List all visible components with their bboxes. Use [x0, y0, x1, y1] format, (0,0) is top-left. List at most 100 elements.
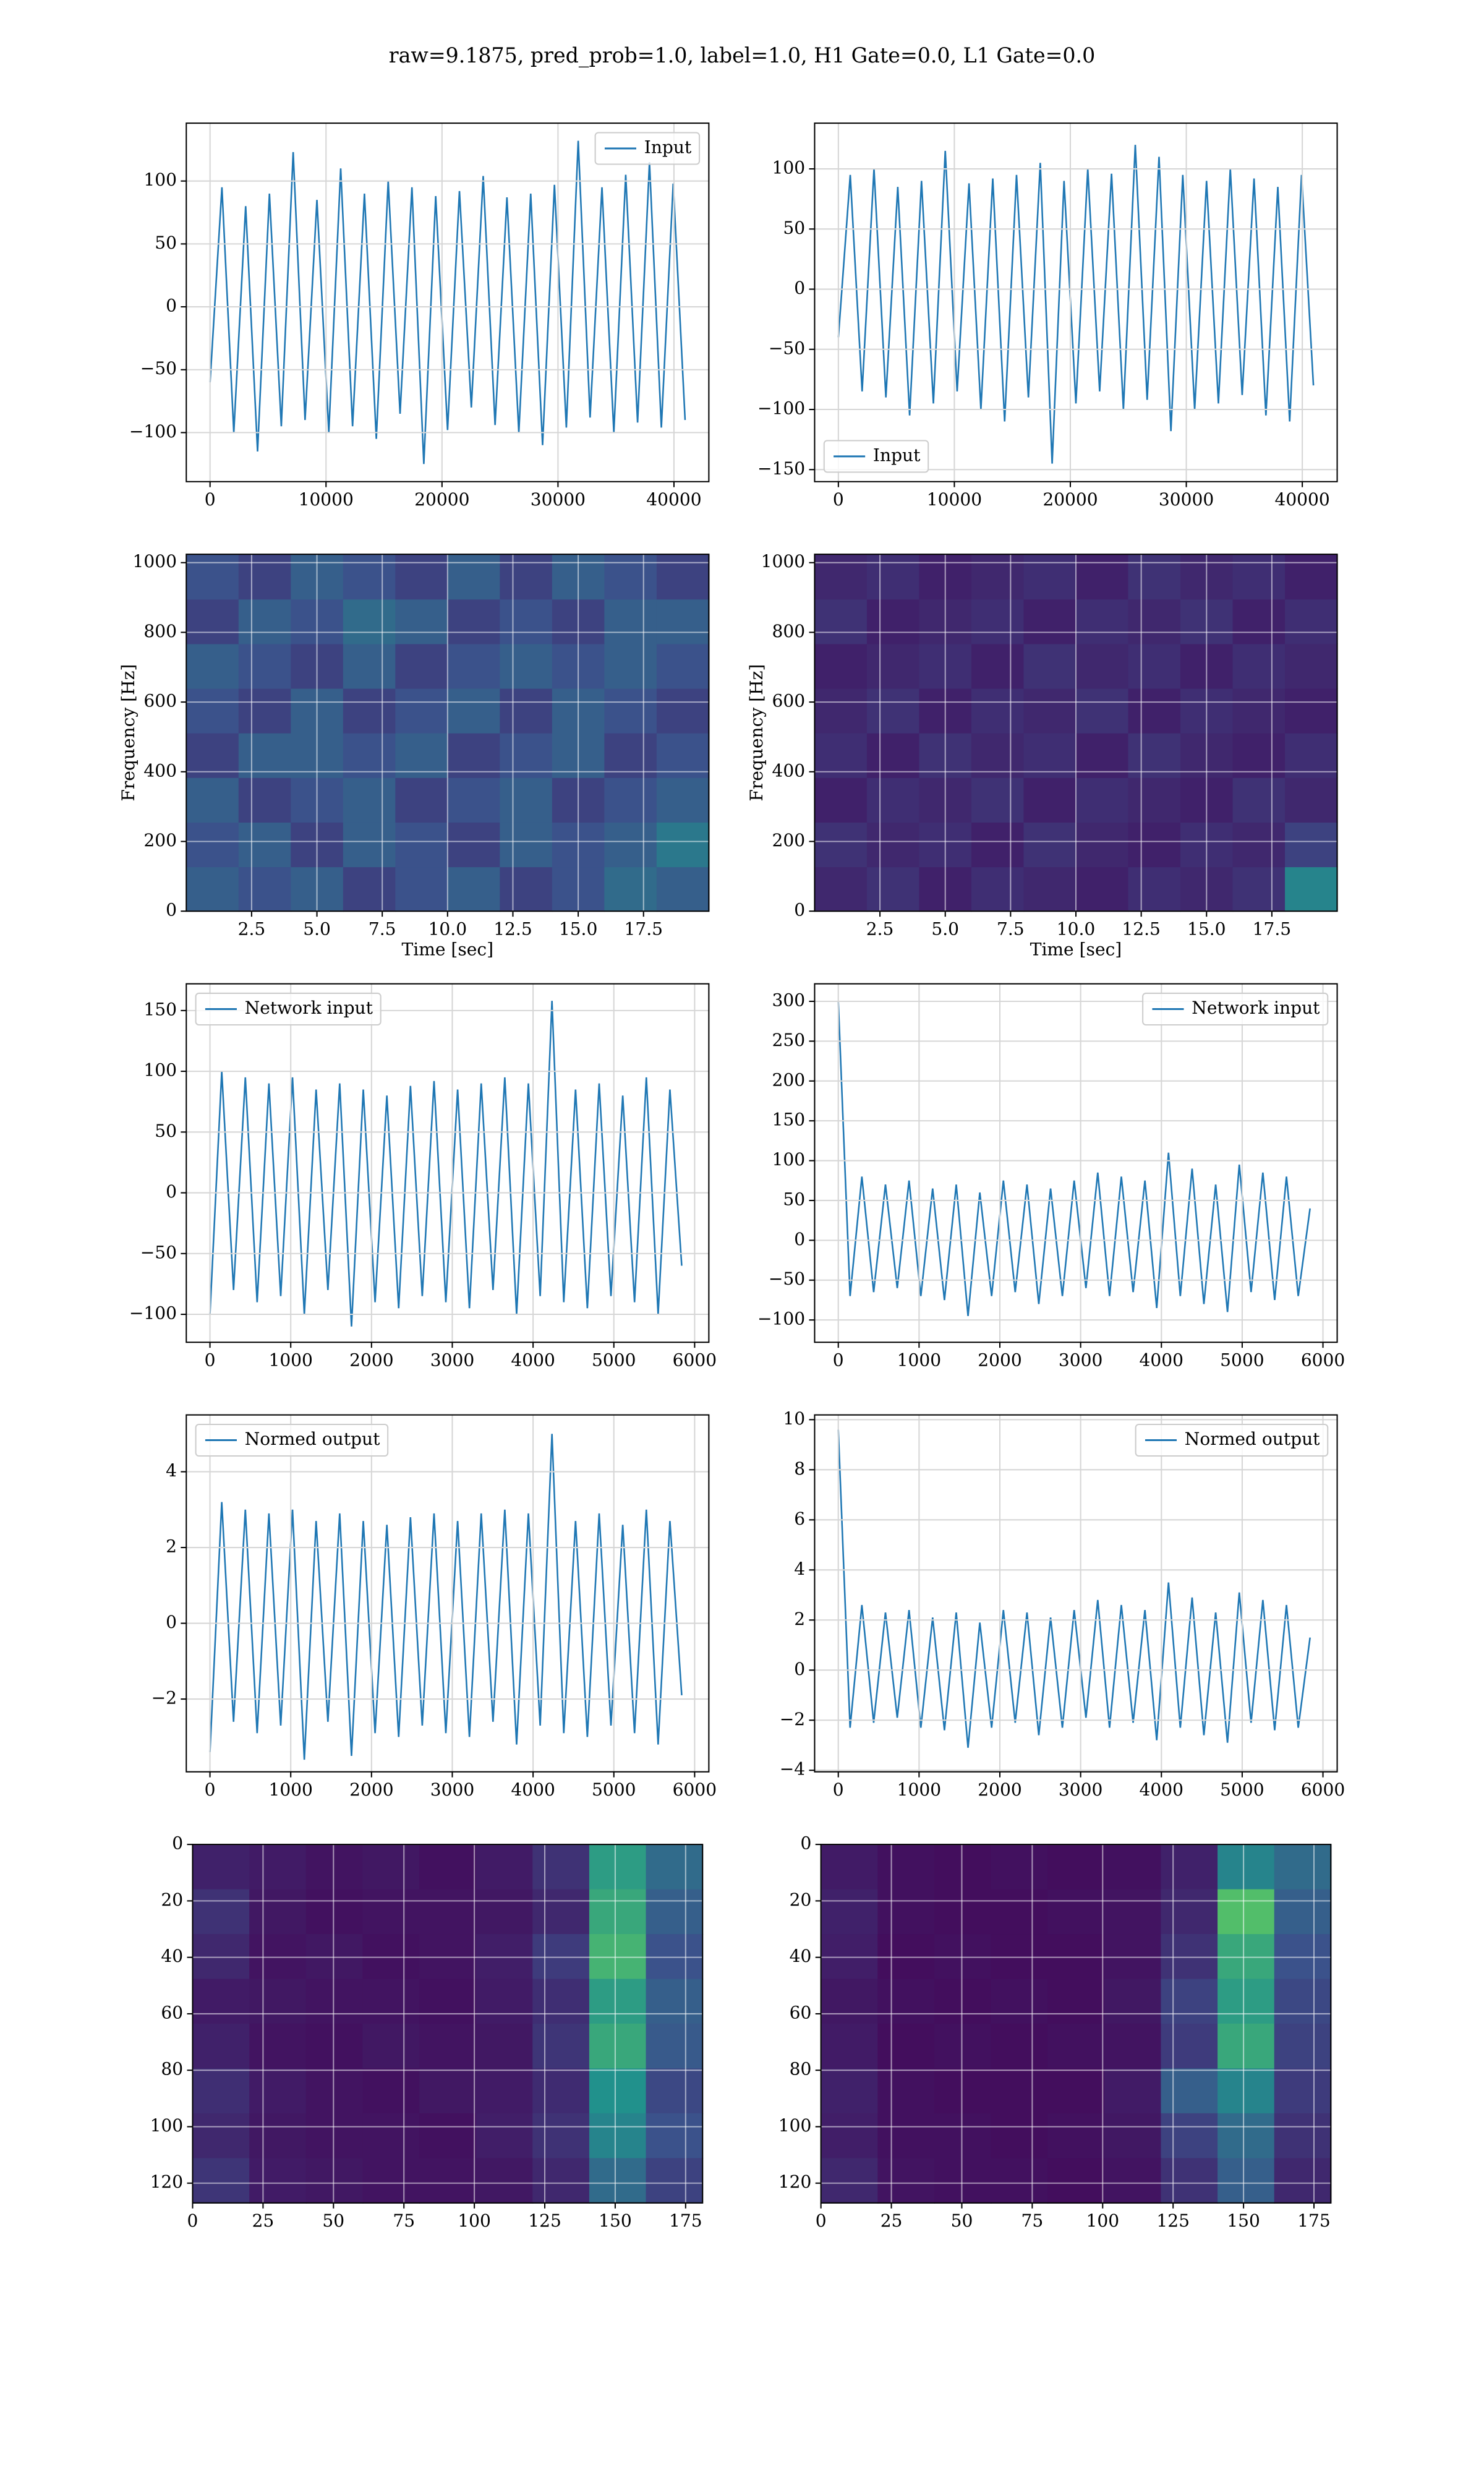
heatmap-cell — [589, 2023, 647, 2070]
heatmap-cell — [589, 1979, 647, 2024]
heatmap-cell — [1161, 2158, 1219, 2204]
x-tick-label: 3000 — [1059, 1350, 1102, 1370]
x-tick-label: 30000 — [1159, 489, 1214, 510]
panel: 0 10000 20000 30000 40000 −100 −50 0 50 100 Input — [129, 122, 710, 510]
heatmap-cell — [447, 599, 501, 644]
heatmap-cell — [1274, 2068, 1332, 2114]
y-tick-label: 0 — [794, 278, 805, 298]
heatmap-cell — [1285, 821, 1338, 868]
heatmap-cell — [991, 1979, 1049, 2024]
heatmap-cell — [192, 1979, 250, 2024]
y-tick-label: 150 — [143, 999, 177, 1019]
heatmap-cell — [1217, 1979, 1275, 2024]
heatmap-cell — [991, 1889, 1049, 1935]
heatmap-cell — [1023, 688, 1077, 734]
x-tick-label: 0 — [833, 1350, 844, 1370]
x-tick-label: 1000 — [897, 1779, 941, 1800]
heatmap-cell — [1285, 867, 1338, 912]
heatmap-cell — [589, 2158, 647, 2204]
x-tick-label: 10000 — [927, 489, 982, 510]
heatmap-cell — [821, 2113, 879, 2159]
heatmap-cell — [1217, 2068, 1275, 2114]
panel: 0 1000 2000 3000 4000 5000 6000 −100 −50 0 50 100 15… — [129, 983, 717, 1370]
heatmap-cell — [1075, 643, 1129, 689]
heatmap-cell — [1232, 867, 1286, 912]
heatmap-cell — [305, 2023, 364, 2070]
heatmap-cell — [1232, 643, 1286, 689]
x-tick-label: 5.0 — [931, 918, 959, 939]
heatmap-cell — [447, 732, 501, 778]
heatmap-cell — [238, 688, 292, 734]
x-tick-label: 4000 — [1140, 1779, 1183, 1800]
heatmap-cell — [447, 867, 501, 912]
heatmap-cell — [971, 688, 1025, 734]
heatmap-cell — [1047, 2023, 1105, 2070]
axes-frame — [814, 1414, 1338, 1773]
heatmap-cell — [821, 2023, 879, 2070]
heatmap-cell — [1128, 867, 1182, 912]
panel: 0 1000 2000 3000 4000 5000 6000 −4 −2 0 2 4 6 8 10 Norm… — [780, 1408, 1345, 1800]
x-tick-label: 175 — [1297, 2211, 1331, 2231]
heatmap-cell — [186, 688, 239, 734]
axes-frame — [814, 983, 1338, 1343]
heatmap-cell — [447, 821, 501, 868]
y-tick-label: 120 — [778, 2172, 812, 2192]
heatmap-cell — [1274, 2158, 1332, 2204]
heatmap-cell — [186, 821, 239, 868]
heatmap-cell — [589, 2113, 647, 2159]
legend-label: Input — [873, 445, 921, 465]
heatmap-cell — [238, 554, 292, 600]
heatmap-cell — [821, 1979, 879, 2024]
x-tick-label: 125 — [528, 2211, 561, 2231]
heatmap-cell — [991, 2113, 1049, 2159]
heatmap-cell — [1161, 2023, 1219, 2070]
heatmap-cell — [395, 643, 448, 689]
x-tick-label: 5000 — [592, 1779, 636, 1800]
heatmap-cell — [1075, 554, 1129, 600]
heatmap-cell — [1047, 1889, 1105, 1935]
y-tick-label: 2 — [794, 1609, 805, 1629]
heatmap-cell — [1128, 732, 1182, 778]
heatmap-cell — [656, 599, 710, 644]
heatmap-cell — [532, 1889, 590, 1935]
x-tick-label: 1000 — [268, 1779, 312, 1800]
heatmap-cell — [192, 2158, 250, 2204]
x-tick-label: 3000 — [430, 1350, 474, 1370]
y-tick-label: 8 — [794, 1458, 805, 1479]
heatmap-cell — [343, 554, 396, 600]
heatmap-cell — [1128, 599, 1182, 644]
x-tick-label: 150 — [599, 2211, 632, 2231]
y-tick-label: 100 — [150, 2115, 184, 2136]
y-tick-label: 1000 — [761, 551, 805, 571]
heatmap-cell — [1075, 821, 1129, 868]
heatmap-cell — [604, 821, 657, 868]
data-line — [837, 1429, 1311, 1748]
heatmap-cell — [866, 554, 920, 600]
x-tick-label: 1000 — [268, 1350, 312, 1370]
y-tick-label: −100 — [757, 398, 805, 419]
y-tick-label: 0 — [794, 1229, 805, 1249]
heatmap-cell — [343, 599, 396, 644]
heatmap-cell — [1285, 599, 1338, 644]
x-tick-label: 1000 — [897, 1350, 941, 1370]
x-tick-label: 3000 — [430, 1779, 474, 1800]
heatmap-cell — [500, 599, 553, 644]
heatmap-cell — [362, 1979, 420, 2024]
x-tick-label: 0 — [187, 2211, 198, 2231]
x-tick-label: 125 — [1156, 2211, 1190, 2231]
heatmap-cell — [343, 777, 396, 823]
heatmap-cell — [305, 1844, 364, 1890]
heatmap-cell — [934, 2023, 992, 2070]
x-tick-label: 2000 — [349, 1779, 393, 1800]
x-tick-label: 12.5 — [1122, 918, 1161, 939]
x-tick-label: 6000 — [1301, 1350, 1345, 1370]
heatmap-cell — [934, 1889, 992, 1935]
y-tick-label: −50 — [769, 1269, 805, 1289]
legend: Network input — [195, 992, 382, 1026]
y-tick-label: 100 — [772, 1149, 806, 1170]
x-tick-label: 17.5 — [624, 918, 663, 939]
heatmap-cell — [646, 2068, 704, 2114]
heatmap-cell — [419, 2068, 477, 2114]
heatmap-cell — [419, 1889, 477, 1935]
heatmap-cell — [1232, 554, 1286, 600]
